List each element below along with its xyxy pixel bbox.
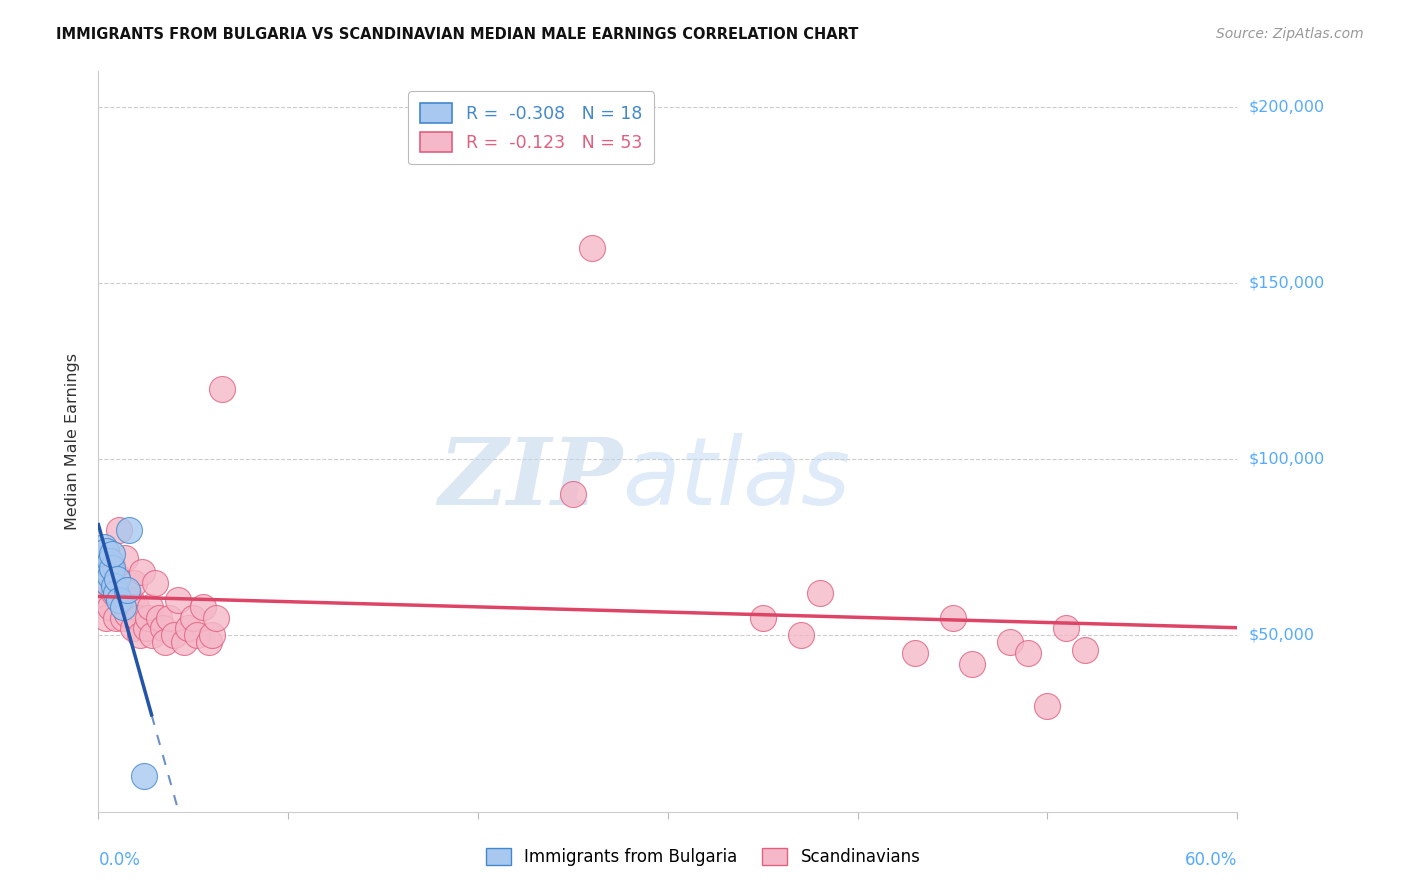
Point xyxy=(211,382,233,396)
Text: ZIP: ZIP xyxy=(439,434,623,524)
Point xyxy=(1036,698,1059,713)
Point xyxy=(197,635,219,649)
Point xyxy=(183,611,205,625)
Point xyxy=(186,628,208,642)
Point xyxy=(562,487,585,501)
Point xyxy=(998,635,1021,649)
Point xyxy=(91,550,114,565)
Text: $100,000: $100,000 xyxy=(1249,451,1324,467)
Point xyxy=(94,611,117,625)
Point xyxy=(115,607,138,622)
Point xyxy=(201,628,224,642)
Point xyxy=(125,600,148,615)
Point xyxy=(157,611,180,625)
Point xyxy=(176,621,198,635)
Point xyxy=(138,600,160,615)
Text: 60.0%: 60.0% xyxy=(1185,851,1237,869)
Point xyxy=(103,579,125,593)
Point xyxy=(129,628,152,642)
Point xyxy=(167,593,190,607)
Point xyxy=(153,635,176,649)
Text: 0.0%: 0.0% xyxy=(98,851,141,869)
Point xyxy=(97,575,120,590)
Point xyxy=(752,611,775,625)
Point xyxy=(790,628,813,642)
Text: Source: ZipAtlas.com: Source: ZipAtlas.com xyxy=(1216,27,1364,41)
Point xyxy=(120,593,142,607)
Text: atlas: atlas xyxy=(623,433,851,524)
Point xyxy=(110,593,132,607)
Point xyxy=(127,611,149,625)
Point xyxy=(94,565,117,579)
Point xyxy=(108,523,131,537)
Point xyxy=(145,575,167,590)
Point xyxy=(98,554,121,568)
Point xyxy=(97,575,120,590)
Point xyxy=(112,611,135,625)
Point xyxy=(103,586,125,600)
Y-axis label: Median Male Earnings: Median Male Earnings xyxy=(65,353,80,530)
Point xyxy=(121,621,143,635)
Point xyxy=(148,611,170,625)
Point xyxy=(107,568,129,582)
Point xyxy=(108,593,131,607)
Point xyxy=(118,523,141,537)
Point xyxy=(94,544,117,558)
Text: $50,000: $50,000 xyxy=(1249,628,1315,643)
Point xyxy=(581,241,603,255)
Point xyxy=(135,621,157,635)
Point xyxy=(107,572,129,586)
Point xyxy=(114,550,136,565)
Point xyxy=(132,769,155,783)
Point xyxy=(131,565,153,579)
Point xyxy=(97,558,120,572)
Point xyxy=(960,657,983,671)
Point xyxy=(173,635,195,649)
Point xyxy=(100,561,122,575)
Point xyxy=(104,586,127,600)
Point xyxy=(1056,621,1078,635)
Point xyxy=(191,600,214,615)
Point xyxy=(1018,646,1040,660)
Point xyxy=(808,586,831,600)
Point xyxy=(1074,642,1097,657)
Point xyxy=(136,611,159,625)
Text: $150,000: $150,000 xyxy=(1249,276,1324,291)
Point xyxy=(98,568,121,582)
Point xyxy=(93,593,115,607)
Point xyxy=(205,611,228,625)
Point xyxy=(163,628,186,642)
Point xyxy=(100,558,122,572)
Text: $200,000: $200,000 xyxy=(1249,99,1324,114)
Text: IMMIGRANTS FROM BULGARIA VS SCANDINAVIAN MEDIAN MALE EARNINGS CORRELATION CHART: IMMIGRANTS FROM BULGARIA VS SCANDINAVIAN… xyxy=(56,27,859,42)
Point xyxy=(104,611,127,625)
Point xyxy=(112,600,135,615)
Point xyxy=(152,621,174,635)
Point xyxy=(904,646,927,660)
Point xyxy=(124,575,146,590)
Legend: Immigrants from Bulgaria, Scandinavians: Immigrants from Bulgaria, Scandinavians xyxy=(477,840,929,875)
Point xyxy=(115,582,138,597)
Point xyxy=(93,541,115,555)
Point xyxy=(100,547,122,561)
Point xyxy=(141,628,163,642)
Legend: R =  -0.308   N = 18, R =  -0.123   N = 53: R = -0.308 N = 18, R = -0.123 N = 53 xyxy=(408,91,654,164)
Point xyxy=(942,611,965,625)
Point xyxy=(98,600,121,615)
